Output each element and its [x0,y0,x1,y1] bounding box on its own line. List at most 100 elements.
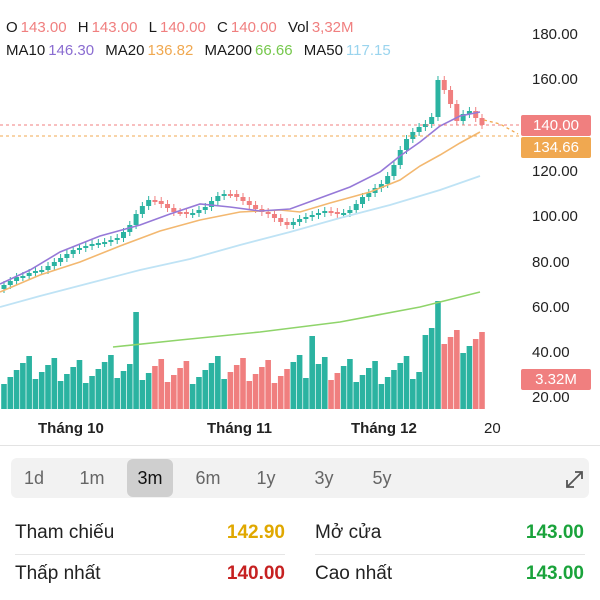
open-price-label: Mở cửa [315,522,382,543]
ma50-value: 117.15 [345,42,391,59]
open-label: O [6,19,18,36]
candle-body [422,124,428,127]
volume-bar [271,383,278,409]
volume-bar [416,372,422,409]
current-price-tag: 140.00 [521,115,591,136]
candle-body [1,285,7,289]
ma20-line [0,131,481,293]
volume-bar [13,370,20,409]
candle-body [32,271,38,273]
x-label-month-10: Tháng 10 [38,420,104,437]
volume-bar [252,374,259,409]
volume-bar [403,356,410,409]
volume-bar [126,364,133,409]
candle-body [397,150,403,165]
low-value: 140.00 [159,19,206,36]
volume-bar [196,377,202,409]
volume-bar [460,353,466,409]
volume-bar [164,382,171,409]
candle-body [297,219,303,222]
x-label-day-20: 20 [484,420,501,437]
candle-body [196,210,202,213]
candle-body [221,194,227,196]
volume-bar [259,367,265,409]
range-6m[interactable]: 6m [195,468,221,488]
candle-body [240,197,246,201]
candle-body [334,212,340,214]
volume-bar [365,368,372,409]
candle-body [234,194,240,197]
volume-bar [152,366,158,409]
volume-bar [384,377,391,409]
high-label: H [77,19,89,36]
volume-bar [139,380,146,409]
candle-body [441,80,447,90]
x-label-month-12: Tháng 12 [351,420,417,437]
candle-body [83,246,89,248]
ma200-line [112,291,481,348]
candle-body [39,270,45,272]
volume-bar [391,370,397,409]
volume-bar [240,358,246,409]
volume-bar [428,328,435,409]
row-divider [15,554,285,555]
volume-bars [1,301,485,409]
candle-body [14,277,20,281]
candle-body [51,262,57,266]
volume-bar [441,344,448,409]
candle-body [108,240,114,242]
range-1d[interactable]: 1d [23,468,45,488]
volume-bar [454,330,460,409]
y-tick-label: 20.00 [532,389,570,406]
reference-value: 142.90 [226,522,285,543]
volume-bar [265,360,271,409]
candle-body [114,238,120,240]
candle-body [309,215,315,217]
candle-body [391,165,397,176]
high-price-label: Cao nhất [315,563,393,584]
x-label-month-11: Tháng 11 [207,420,273,437]
volume-bar [246,381,253,409]
candle-body [454,104,460,121]
ma50-label: MA50 [303,42,343,59]
close-value: 140.00 [230,19,277,36]
candle-body [404,139,410,150]
volume-bar [171,375,177,409]
open-value: 143.00 [20,19,67,36]
volume-bar [466,346,473,409]
range-1y[interactable]: 1y [256,468,276,488]
volume-bar [422,335,429,409]
volume-bar [202,370,209,409]
range-3m[interactable]: 3m [127,459,173,497]
candle-body [152,200,158,202]
range-3y[interactable]: 3y [314,468,334,488]
ma10-line [0,111,481,285]
candle-body [190,213,196,215]
candle-body [347,210,353,213]
volume-bar [7,377,14,409]
volume-bar [108,355,114,409]
volume-bar [435,301,441,409]
price-chart[interactable] [0,0,600,445]
row-divider [315,554,585,555]
volume-bar [296,355,303,409]
candle-body [460,114,466,121]
expand-icon[interactable] [561,458,589,498]
ma50-line [0,175,481,308]
ma20-label: MA20 [105,42,145,59]
candle-body [177,212,183,214]
volume-bar [1,384,7,409]
candle-body [322,211,328,213]
range-5y[interactable]: 5y [372,468,392,488]
high-value: 143.00 [91,19,138,36]
candle-body [202,207,208,210]
candle-body [215,196,221,201]
volume-bar [114,378,121,409]
volume-bar [215,356,221,409]
candle-body [265,212,271,214]
volume-bar [378,384,385,409]
range-1m[interactable]: 1m [79,468,105,488]
volume-bar [82,383,89,409]
candle-body [366,193,372,197]
candle-body [58,258,64,262]
